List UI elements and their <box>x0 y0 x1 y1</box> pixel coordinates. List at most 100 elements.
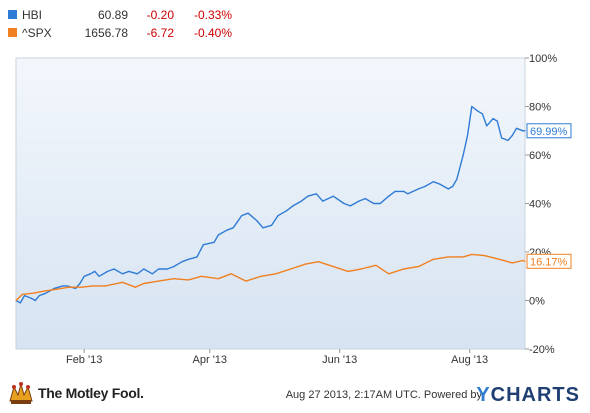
data-point <box>217 278 219 280</box>
data-point <box>481 113 483 115</box>
data-point <box>66 285 68 287</box>
data-point <box>456 178 458 180</box>
data-point <box>300 200 302 202</box>
data-point <box>462 256 464 258</box>
data-point <box>38 295 41 297</box>
data-point <box>166 268 168 270</box>
data-point <box>424 185 426 188</box>
data-point <box>128 270 130 272</box>
data-point <box>45 290 47 292</box>
legend-change: -0.20 <box>146 8 174 22</box>
data-point <box>241 215 243 217</box>
data-point <box>83 275 85 277</box>
data-point <box>349 205 351 207</box>
data-point <box>113 268 115 270</box>
data-point <box>262 227 264 229</box>
y-tick-label: 80% <box>529 102 551 114</box>
data-point <box>53 289 55 291</box>
jester-hat-icon <box>9 382 33 404</box>
data-point <box>217 234 219 236</box>
data-point <box>447 256 449 258</box>
data-point <box>121 281 124 283</box>
data-point <box>200 275 202 277</box>
data-point <box>486 125 488 127</box>
data-point <box>23 295 26 297</box>
data-point <box>62 285 64 287</box>
data-point <box>407 193 409 195</box>
data-point <box>256 219 258 222</box>
data-point <box>53 287 55 289</box>
data-point <box>226 229 228 231</box>
y-tick-label: 100% <box>529 53 557 65</box>
data-point <box>15 299 17 302</box>
legend-swatch-hbi <box>8 10 17 19</box>
data-point <box>439 183 441 185</box>
end-value-label: 16.17% <box>530 256 568 268</box>
data-point <box>388 273 390 275</box>
data-point <box>511 262 513 264</box>
data-point <box>232 227 234 229</box>
data-point <box>432 258 434 260</box>
data-point <box>32 292 34 294</box>
data-point <box>358 200 360 202</box>
x-tick-label: Apr '13 <box>193 354 228 366</box>
data-point <box>173 266 175 268</box>
data-point <box>196 256 198 258</box>
data-point <box>364 198 366 200</box>
data-point <box>315 193 317 195</box>
data-point <box>34 299 36 302</box>
legend-price: 1656.78 <box>84 26 128 40</box>
data-point <box>136 273 138 275</box>
data-point <box>143 282 145 285</box>
data-point <box>511 135 513 137</box>
data-point <box>247 212 249 214</box>
data-point <box>375 264 377 266</box>
x-tick-label: Aug '13 <box>451 354 488 366</box>
data-point <box>260 275 262 277</box>
data-point <box>496 120 498 122</box>
series-line-spx <box>15 253 526 302</box>
y-tick-label: 40% <box>529 199 551 211</box>
legend-swatch-spx <box>8 28 17 37</box>
data-point <box>417 266 420 268</box>
ycharts-wordmark: CHARTS <box>490 384 580 406</box>
data-point <box>89 273 92 275</box>
ycharts-y: Y <box>476 384 491 406</box>
data-point <box>245 280 247 282</box>
data-point <box>507 139 509 141</box>
data-point <box>98 275 100 277</box>
data-point <box>462 154 464 156</box>
data-point <box>379 202 381 205</box>
data-point <box>307 195 309 197</box>
data-point <box>522 259 524 262</box>
motley-fool-logo: The Motley Fool. <box>8 381 208 407</box>
data-point <box>275 273 277 275</box>
data-point <box>285 210 288 212</box>
y-tick-label: 60% <box>529 150 551 162</box>
data-point <box>81 286 83 288</box>
data-point <box>332 266 334 268</box>
data-point <box>360 268 362 270</box>
data-point <box>213 241 215 243</box>
data-point <box>151 273 153 275</box>
data-point <box>187 279 190 281</box>
data-point <box>292 205 294 207</box>
end-label-box <box>526 253 572 269</box>
data-point <box>158 280 160 282</box>
data-point <box>290 268 292 270</box>
data-point <box>158 268 160 270</box>
data-point <box>79 282 81 285</box>
data-point <box>466 135 469 137</box>
data-point <box>322 200 324 202</box>
data-point <box>417 188 420 190</box>
data-point <box>92 285 94 287</box>
legend-percent: -0.40% <box>193 26 232 40</box>
motley-fool-wordmark: The Motley Fool. <box>38 385 144 401</box>
data-point <box>181 261 183 263</box>
y-tick-label: 0% <box>529 296 545 308</box>
data-point <box>394 190 396 192</box>
data-point <box>202 244 204 246</box>
data-point <box>332 195 334 197</box>
data-point <box>452 185 454 188</box>
